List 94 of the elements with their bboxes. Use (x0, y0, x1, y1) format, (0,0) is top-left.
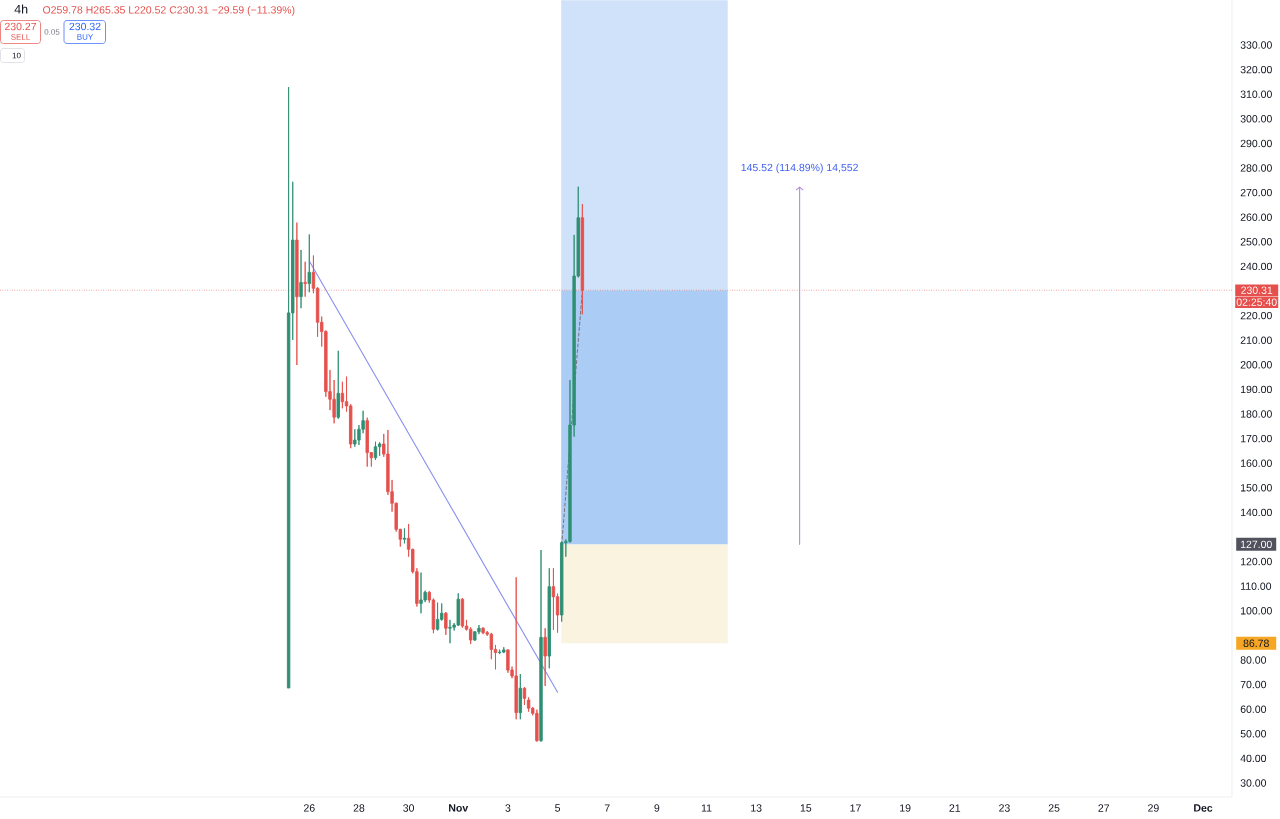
candlestick (365, 417, 369, 468)
candlestick (456, 592, 460, 627)
y-tick-label: 330.00 (1240, 41, 1272, 49)
x-tick-label: 30 (403, 804, 415, 812)
y-tick-label: 60.00 (1240, 705, 1267, 713)
candlestick (435, 602, 440, 631)
candlestick (402, 527, 407, 544)
candlestick (286, 86, 291, 689)
y-tick-label: 30.00 (1240, 779, 1267, 787)
x-tick-label: 9 (654, 804, 660, 812)
y-tick-label: 50.00 (1240, 730, 1267, 738)
text: 86.78 (1243, 639, 1269, 648)
text: 127.00 (1240, 540, 1272, 549)
y-tick-label: 260.00 (1240, 213, 1272, 221)
candlestick (497, 649, 502, 655)
candlestick (580, 203, 585, 315)
x-tick-label: 17 (850, 804, 861, 812)
candlestick (543, 627, 547, 687)
candlestick (551, 567, 556, 631)
candlestick (373, 441, 378, 461)
candlestick (377, 441, 382, 457)
candlestick (539, 549, 543, 743)
annotation: 230.32 (69, 22, 101, 31)
candlestick (448, 619, 452, 644)
y-tick-label: 290.00 (1240, 139, 1272, 148)
y-tick-label: 220.00 (1240, 311, 1272, 320)
y-tick-label: 160.00 (1241, 459, 1272, 467)
x-tick-label: 3 (505, 804, 511, 812)
annotation: 10 (12, 52, 21, 59)
x-tick-label: 15 (800, 804, 812, 812)
x-tick-label: 27 (1098, 804, 1110, 812)
candlestick (522, 686, 527, 706)
x-tick-label: 26 (303, 804, 315, 812)
chart-title: 4h (14, 4, 28, 14)
candlestick (481, 626, 485, 635)
candlestick (535, 709, 539, 743)
x-tick-label: 21 (949, 804, 961, 812)
y-tick-label: 100.00 (1241, 607, 1272, 615)
y-tick-label: 310.00 (1240, 90, 1272, 98)
annotation: SELL (11, 34, 31, 40)
y-tick-label: 200.00 (1240, 361, 1272, 369)
y-tick-label: 320.00 (1240, 65, 1272, 74)
ref-line-label: 230.31 (1241, 286, 1273, 294)
y-tick-label: 140.00 (1241, 508, 1272, 517)
bar (561, 0, 728, 291)
y-tick-label: 240.00 (1240, 262, 1272, 271)
candlestick (299, 249, 303, 309)
x-tick-label: 23 (999, 804, 1010, 812)
candlestick (444, 611, 448, 636)
x-tick-label: 7 (604, 804, 610, 812)
candlestick (518, 673, 523, 720)
x-tick-label: 28 (353, 804, 365, 812)
x-tick-label: 29 (1148, 804, 1159, 812)
y-tick-label: 280.00 (1240, 164, 1272, 172)
y-tick-label: 250.00 (1240, 238, 1272, 246)
candlestick (419, 572, 423, 614)
x-tick-label: 25 (1048, 804, 1060, 812)
bar (561, 290, 728, 545)
candlestick (336, 350, 340, 420)
y-tick-label: 170.00 (1241, 434, 1272, 443)
y-tick-label: 300.00 (1240, 115, 1272, 123)
y-tick-label: 40.00 (1240, 754, 1267, 763)
text: 02:25:40 (1236, 298, 1277, 306)
annotation: 0.05 (44, 29, 60, 35)
candlestick (560, 541, 564, 623)
x-tick-label: 5 (555, 804, 561, 812)
candlestick (547, 567, 551, 669)
candlestick (514, 576, 518, 720)
text: O259.78 H265.35 L220.52 C230.31 −29.59 (−11.39%) (43, 5, 295, 16)
candlestick (353, 428, 357, 448)
x-tick-label: Dec (1194, 804, 1213, 812)
candlestick (295, 222, 299, 366)
y-tick-label: 150.00 (1241, 484, 1272, 492)
candlestick (502, 646, 506, 654)
x-tick-label: 11 (701, 804, 712, 812)
x-tick-label: Nov (449, 804, 469, 812)
y-tick-label: 120.00 (1241, 557, 1272, 566)
candlestick (506, 648, 510, 674)
y-tick-label: 190.00 (1241, 385, 1272, 394)
candlestick (460, 597, 465, 629)
x-tick-label: 13 (751, 804, 762, 812)
y-tick-label: 270.00 (1240, 188, 1272, 197)
y-tick-label: 180.00 (1241, 410, 1272, 418)
y-tick-label: 110.00 (1241, 582, 1272, 590)
annotation: 230.27 (4, 22, 37, 31)
y-tick-label: 80.00 (1240, 656, 1267, 664)
bar (561, 544, 728, 644)
candlestick (307, 233, 311, 293)
y-tick-label: 210.00 (1240, 336, 1272, 344)
annotation: 145.52 (114.89%) 14,552 (741, 163, 858, 174)
y-tick-label: 70.00 (1240, 680, 1267, 689)
x-tick-label: 19 (900, 804, 911, 812)
annotation: BUY (77, 34, 94, 40)
candlestick (526, 696, 531, 713)
